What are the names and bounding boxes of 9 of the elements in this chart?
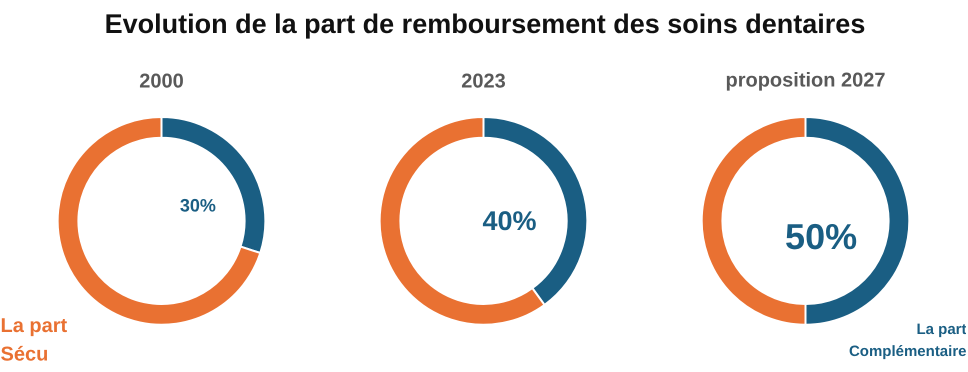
data-label: 50%: [785, 216, 858, 257]
chart-subtitle: 2023: [461, 70, 506, 92]
data-label: 30%: [180, 194, 216, 215]
data-label: 40%: [482, 205, 536, 236]
chart-subtitle: 2000: [139, 70, 184, 92]
slice-label: La part Sécu: [0, 314, 68, 366]
text: Evolution de la part de remboursement des soins dentaires: [104, 8, 866, 41]
slice-label: La part Complémentaire: [848, 320, 967, 360]
chart-subtitle: proposition 2027: [725, 69, 886, 92]
